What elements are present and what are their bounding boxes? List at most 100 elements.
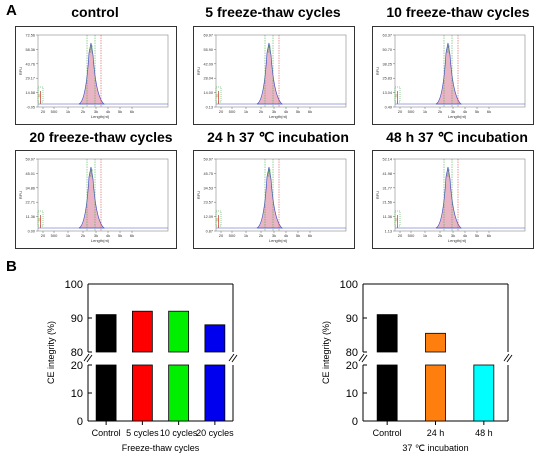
peak-label: 2456: [268, 169, 272, 177]
bar-upper: [132, 310, 153, 353]
y-tick-label: 42.09: [203, 62, 213, 66]
bar-upper: [95, 314, 117, 353]
y-tick-label: 0.49: [385, 106, 392, 110]
peak-trace: [256, 42, 283, 105]
bar-lower: [425, 364, 446, 422]
axis-break-mark: [83, 353, 90, 362]
y-tick-label: 0.87: [206, 230, 213, 234]
y-tick-label: 29.17: [25, 77, 35, 81]
marker-label: 20: [395, 94, 399, 98]
x-tick-label: 6k: [308, 109, 312, 114]
electropherogram-24h: 59.97 45.75 34.53 23.57 12.09 0.87 RFU 20 500 1k 2…: [193, 150, 355, 249]
peak-label: 2442: [90, 169, 94, 177]
x-tick-label: 5k: [296, 109, 300, 114]
y-tick-label: 20: [71, 360, 83, 372]
axis-break-mark: [231, 354, 238, 363]
y-tick-label: 0.13: [206, 106, 213, 110]
y-tick-label: 31.77: [382, 186, 392, 190]
y-tick-label: 34.53: [203, 186, 213, 190]
y-tick-label: 11.36: [383, 215, 392, 219]
x-tick-label: 2k: [438, 109, 442, 114]
chart-title-control: control: [71, 4, 119, 20]
x-tick-label: 4k: [284, 233, 288, 238]
x-axis-label: Length(nt): [448, 114, 467, 119]
axis-break-mark: [361, 354, 368, 363]
electropherogram-control: 72.56 58.36 43.76 29.17 14.58 -0.05 RFU 20 500 1k…: [15, 26, 177, 125]
chart-title-10-cycles: 10 freeze-thaw cycles: [386, 4, 530, 20]
bar-chart-incubation: 80 90 100 0 10 20 CE integrity (%) Control 24 h 4…: [321, 279, 513, 453]
plot-area: [37, 158, 169, 232]
y-tick-label: 38.25: [382, 62, 392, 66]
y-tick-label: -0.05: [26, 106, 35, 110]
x-tick-label: 1k: [66, 233, 70, 238]
x-tick-label: 6k: [487, 233, 491, 238]
y-tick-label: 59.97: [203, 158, 213, 162]
x-axis-label: Length(nt): [448, 238, 467, 243]
x-axis-label: 37 ℃ incubation: [402, 443, 468, 453]
axis-break-mark: [503, 353, 510, 362]
y-tick-label: 22.71: [25, 201, 35, 205]
x-tick-label: 500: [51, 109, 58, 114]
axis-break-mark: [228, 353, 235, 362]
x-tick-label: 5k: [475, 233, 479, 238]
y-tick-label: 14.58: [25, 91, 35, 95]
y-tick-label: 55.90: [203, 48, 213, 52]
electropherogram-20-cycles: 59.97 45.01 34.86 22.71 11.36 0.00 RFU 20 500 1k 2…: [15, 150, 177, 249]
x-tick-label: 1k: [66, 109, 70, 114]
x-tick-label: 1k: [423, 109, 427, 114]
x-tick-label: 3k: [451, 233, 455, 238]
y-tick-label: 43.76: [25, 62, 35, 66]
plot-area: [394, 34, 526, 108]
y-tick-label: 63.37: [382, 34, 392, 38]
y-tick-label: 34.86: [25, 186, 35, 190]
peak-trace: [435, 166, 462, 229]
bar-chart-freeze-thaw: 80 90 100 0 10 20 CE integrity (%) Control 5 cyc…: [46, 279, 238, 453]
axis-break-mark: [86, 354, 93, 363]
y-tick-label: 10: [346, 388, 358, 400]
x-axis-label: Length(nt): [269, 238, 288, 243]
x-tick-label: 24 h: [427, 428, 445, 438]
bar-upper: [425, 332, 446, 353]
y-tick-label: 21.56: [382, 201, 392, 205]
x-tick-label: 5k: [296, 233, 300, 238]
y-tick-label: 23.57: [203, 201, 213, 205]
y-tick-label: 80: [346, 347, 358, 359]
y-tick-label: 10: [71, 388, 83, 400]
x-tick-label: 20: [398, 109, 403, 114]
y-tick-label: 0: [77, 416, 83, 428]
panel-b-label: B: [6, 258, 17, 275]
y-tick-label: 0.00: [28, 230, 35, 234]
y-axis-label: RFU: [375, 191, 380, 199]
x-tick-label: Control: [92, 428, 121, 438]
x-tick-label: 4k: [284, 109, 288, 114]
marker-label: 20: [38, 94, 42, 98]
electropherogram-48h: 52.14 41.98 31.77 21.56 11.36 1.13 RFU 20 500 1k 2…: [372, 150, 534, 249]
y-tick-label: 11.36: [26, 215, 35, 219]
x-axis-label: Length(nt): [269, 114, 288, 119]
axis-break-mark: [358, 353, 365, 362]
x-tick-label: 1k: [244, 233, 248, 238]
peak-label: 2436: [268, 45, 272, 53]
y-axis-label: RFU: [18, 191, 23, 199]
y-tick-label: 45.75: [203, 172, 213, 176]
peak-label: 2471: [447, 169, 451, 177]
x-tick-label: 20: [398, 233, 403, 238]
x-tick-label: 500: [229, 233, 236, 238]
bar-lower: [376, 364, 398, 422]
plot-area: [37, 34, 169, 108]
y-tick-label: 100: [65, 279, 83, 291]
y-tick-label: 52.14: [382, 158, 392, 162]
bar-lower: [168, 364, 189, 422]
y-tick-label: 13.04: [382, 91, 392, 95]
peak-trace: [256, 166, 283, 229]
chart-title-5-cycles: 5 freeze-thaw cycles: [205, 4, 341, 20]
x-tick-label: 2k: [259, 109, 263, 114]
x-tick-label: 500: [408, 109, 415, 114]
x-tick-label: 1k: [423, 233, 427, 238]
x-tick-label: 3k: [94, 109, 98, 114]
chart-title-20-cycles: 20 freeze-thaw cycles: [29, 129, 173, 145]
y-tick-label: 59.97: [25, 158, 35, 162]
y-tick-label: 69.97: [203, 34, 213, 38]
x-tick-label: 500: [229, 109, 236, 114]
y-tick-label: 80: [71, 347, 83, 359]
